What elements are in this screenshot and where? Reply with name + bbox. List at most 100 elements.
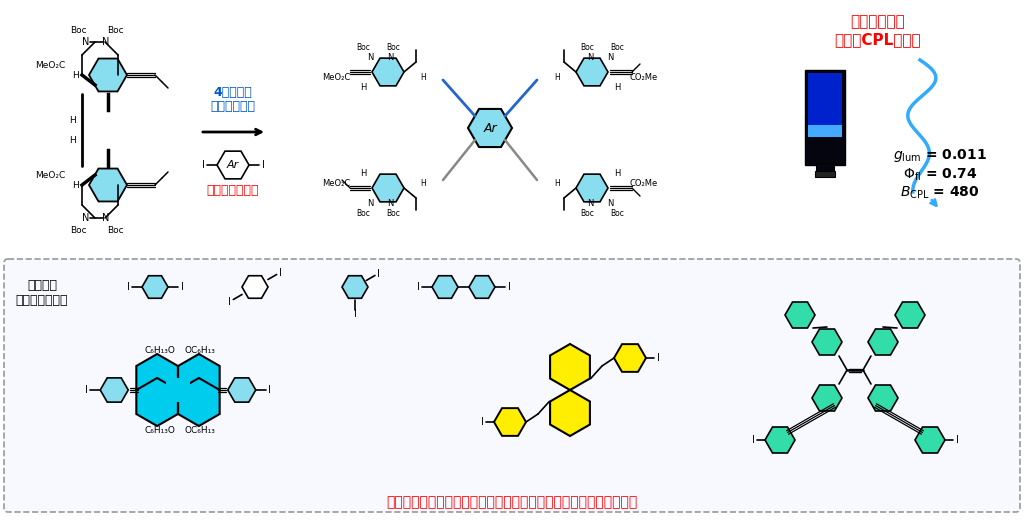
Text: 導入した: 導入した (27, 279, 57, 292)
Text: 4連続菌頭: 4連続菌頭 (214, 85, 252, 98)
Text: Boc: Boc (580, 209, 594, 217)
Polygon shape (89, 168, 127, 201)
Text: H: H (359, 83, 367, 92)
Polygon shape (812, 385, 842, 411)
Text: N: N (387, 199, 393, 207)
FancyBboxPatch shape (4, 259, 1020, 512)
Text: Boc: Boc (610, 209, 624, 217)
Polygon shape (915, 427, 945, 453)
Text: I: I (180, 282, 183, 292)
Text: H: H (613, 83, 621, 92)
Text: H: H (420, 178, 426, 188)
Polygon shape (469, 276, 495, 298)
Text: N: N (367, 53, 373, 61)
Text: MeO₂C: MeO₂C (35, 171, 65, 179)
Text: MeO₂C: MeO₂C (322, 72, 350, 82)
Text: N: N (587, 199, 593, 207)
Text: N: N (102, 37, 110, 47)
Text: MeO₂C: MeO₂C (35, 60, 65, 70)
Text: H: H (613, 168, 621, 177)
Text: Boc: Boc (70, 25, 86, 34)
Polygon shape (372, 58, 404, 86)
Text: I: I (228, 296, 231, 306)
Polygon shape (372, 174, 404, 202)
Bar (808, 73, 842, 128)
Text: H: H (554, 72, 560, 82)
Polygon shape (342, 276, 368, 298)
Text: Boc: Boc (106, 226, 123, 235)
Text: N: N (607, 199, 613, 207)
Polygon shape (178, 354, 220, 402)
Polygon shape (136, 354, 178, 402)
Polygon shape (614, 344, 646, 372)
Text: Boc: Boc (106, 25, 123, 34)
Text: CO₂Me: CO₂Me (630, 178, 658, 188)
Bar (808, 125, 842, 137)
Text: C₆H₁₃O: C₆H₁₃O (144, 345, 175, 355)
Text: カップリング: カップリング (211, 99, 256, 112)
Text: N: N (607, 53, 613, 61)
Text: 芳香族ユニット: 芳香族ユニット (15, 293, 69, 306)
Text: N: N (367, 199, 373, 207)
Text: H: H (72, 180, 79, 189)
Text: Boc: Boc (356, 209, 370, 217)
Text: Boc: Boc (386, 43, 400, 51)
Text: $g_{\mathrm{lum}}$ = 0.011: $g_{\mathrm{lum}}$ = 0.011 (893, 147, 987, 163)
Bar (815, 171, 835, 177)
Text: I: I (955, 435, 958, 445)
Text: I: I (656, 353, 659, 363)
Text: I: I (202, 160, 205, 170)
Text: N: N (102, 213, 110, 223)
Text: Boc: Boc (580, 43, 594, 51)
Polygon shape (785, 302, 815, 328)
Text: 光学分割不要: 光学分割不要 (851, 15, 905, 30)
Text: I: I (353, 309, 356, 319)
Bar (166, 378, 190, 402)
Text: Ar: Ar (227, 160, 240, 170)
Text: I: I (279, 267, 282, 278)
Text: H: H (69, 115, 76, 124)
Text: Boc: Boc (386, 209, 400, 217)
Polygon shape (178, 378, 220, 426)
Bar (805, 70, 845, 165)
Text: I: I (268, 385, 271, 395)
Text: Boc: Boc (70, 226, 86, 235)
Text: $B_{\mathrm{CPL}}$ = 480: $B_{\mathrm{CPL}}$ = 480 (900, 185, 980, 201)
Text: H: H (359, 168, 367, 177)
Text: I: I (752, 435, 755, 445)
Text: Boc: Boc (610, 43, 624, 51)
Text: H: H (554, 178, 560, 188)
Polygon shape (868, 329, 898, 355)
Text: OC₆H₁₃: OC₆H₁₃ (184, 345, 215, 355)
Text: MeO₂C: MeO₂C (322, 178, 350, 188)
Text: N: N (387, 53, 393, 61)
Text: CO₂Me: CO₂Me (630, 72, 658, 82)
Text: N: N (82, 37, 90, 47)
Polygon shape (100, 378, 128, 402)
Polygon shape (550, 344, 590, 390)
Text: H: H (420, 72, 426, 82)
Polygon shape (494, 408, 526, 436)
Polygon shape (432, 276, 458, 298)
Polygon shape (895, 302, 925, 328)
Polygon shape (868, 385, 898, 411)
Text: I: I (85, 385, 88, 395)
Text: 高輝度CPLを実現: 高輝度CPLを実現 (835, 33, 922, 47)
Polygon shape (812, 329, 842, 355)
Text: I: I (377, 268, 380, 279)
Text: I: I (127, 282, 129, 292)
Bar (816, 163, 834, 173)
Polygon shape (550, 390, 590, 436)
Text: H: H (69, 136, 76, 145)
Text: I: I (261, 160, 264, 170)
Text: N: N (587, 53, 593, 61)
Text: Ar: Ar (483, 122, 497, 135)
Text: Boc: Boc (356, 43, 370, 51)
Polygon shape (217, 151, 249, 179)
Polygon shape (765, 427, 795, 453)
Polygon shape (227, 378, 256, 402)
Text: OC₆H₁₃: OC₆H₁₃ (184, 425, 215, 435)
Polygon shape (89, 59, 127, 92)
Text: N: N (82, 213, 90, 223)
Polygon shape (468, 109, 512, 147)
